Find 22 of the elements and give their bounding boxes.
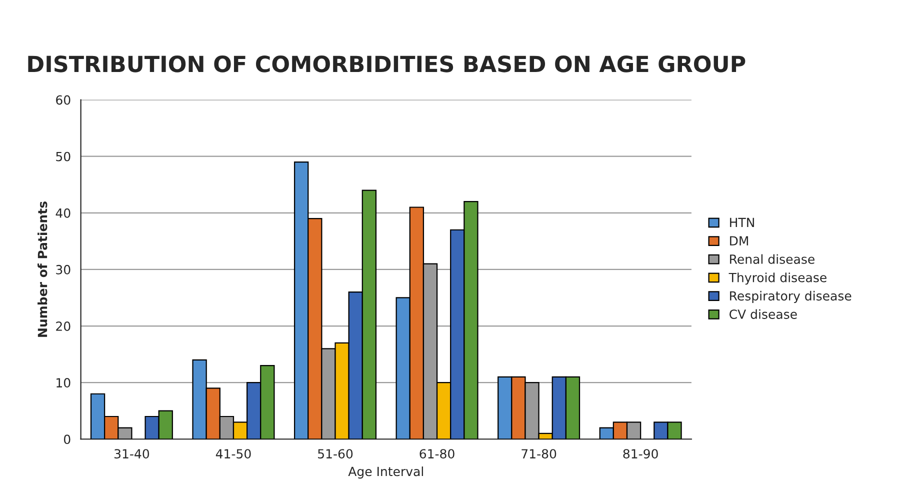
legend-label: Respiratory disease: [730, 290, 852, 304]
y-axis-title: Number of Patients: [38, 202, 48, 337]
x-tick-label: 51-60: [318, 449, 353, 459]
y-tick-label: 40: [56, 208, 70, 218]
y-tick-label: 10: [56, 378, 70, 388]
y-tick-label: 60: [56, 95, 70, 105]
legend-label: CV disease: [730, 309, 797, 319]
x-tick-label: 61-80: [420, 449, 454, 459]
y-tick-label: 20: [56, 321, 70, 331]
y-tick-label: 0: [64, 434, 70, 444]
x-tick-label: 41-50: [216, 449, 251, 459]
legend-label: Thyroid disease: [728, 272, 826, 285]
x-tick-label: 71-80: [522, 449, 556, 459]
legend-label: HTN: [730, 218, 754, 228]
x-tick-label: 31-40: [114, 449, 150, 459]
legend-label: DM: [730, 236, 748, 246]
x-tick-label: 81-90: [623, 449, 658, 459]
legend-label: Renal disease: [730, 254, 814, 264]
x-axis-title: Age Interval: [348, 466, 423, 479]
chart-title: DISTRIBUTION OF COMORBIDITIES BASED ON AGE GROUP: [28, 56, 746, 72]
y-tick-label: 50: [56, 152, 70, 162]
y-tick-label: 30: [56, 264, 70, 274]
